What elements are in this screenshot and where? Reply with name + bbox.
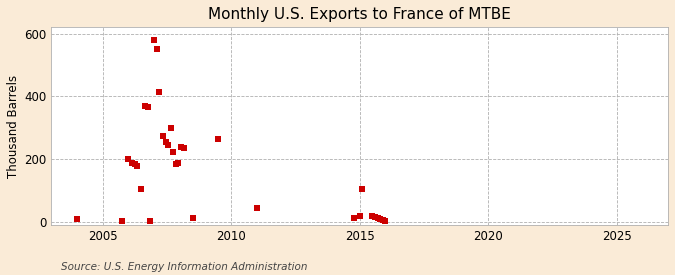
Point <box>154 90 165 94</box>
Y-axis label: Thousand Barrels: Thousand Barrels <box>7 75 20 178</box>
Point <box>349 215 360 220</box>
Point <box>370 214 381 219</box>
Point <box>151 47 162 51</box>
Title: Monthly U.S. Exports to France of MTBE: Monthly U.S. Exports to France of MTBE <box>208 7 511 22</box>
Point <box>375 216 385 221</box>
Point <box>187 215 198 220</box>
Point <box>163 143 173 147</box>
Point <box>165 126 176 130</box>
Point <box>148 38 159 42</box>
Point <box>173 160 184 165</box>
Point <box>354 214 365 218</box>
Point <box>136 187 146 191</box>
Point <box>251 206 262 210</box>
Point <box>377 218 388 222</box>
Point <box>372 215 383 220</box>
Point <box>168 149 179 154</box>
Point <box>144 219 155 223</box>
Text: Source: U.S. Energy Information Administration: Source: U.S. Energy Information Administ… <box>61 262 307 272</box>
Point <box>158 134 169 138</box>
Point <box>367 214 378 218</box>
Point <box>140 104 151 108</box>
Point <box>178 146 189 151</box>
Point <box>72 217 82 221</box>
Point <box>160 140 171 144</box>
Point <box>130 162 140 166</box>
Point <box>132 163 142 168</box>
Point <box>171 162 182 166</box>
Point <box>176 145 186 149</box>
Point <box>213 137 223 141</box>
Point <box>123 157 134 162</box>
Point <box>127 160 138 165</box>
Point <box>142 105 153 110</box>
Point <box>117 219 128 223</box>
Point <box>357 187 368 191</box>
Point <box>380 219 391 223</box>
